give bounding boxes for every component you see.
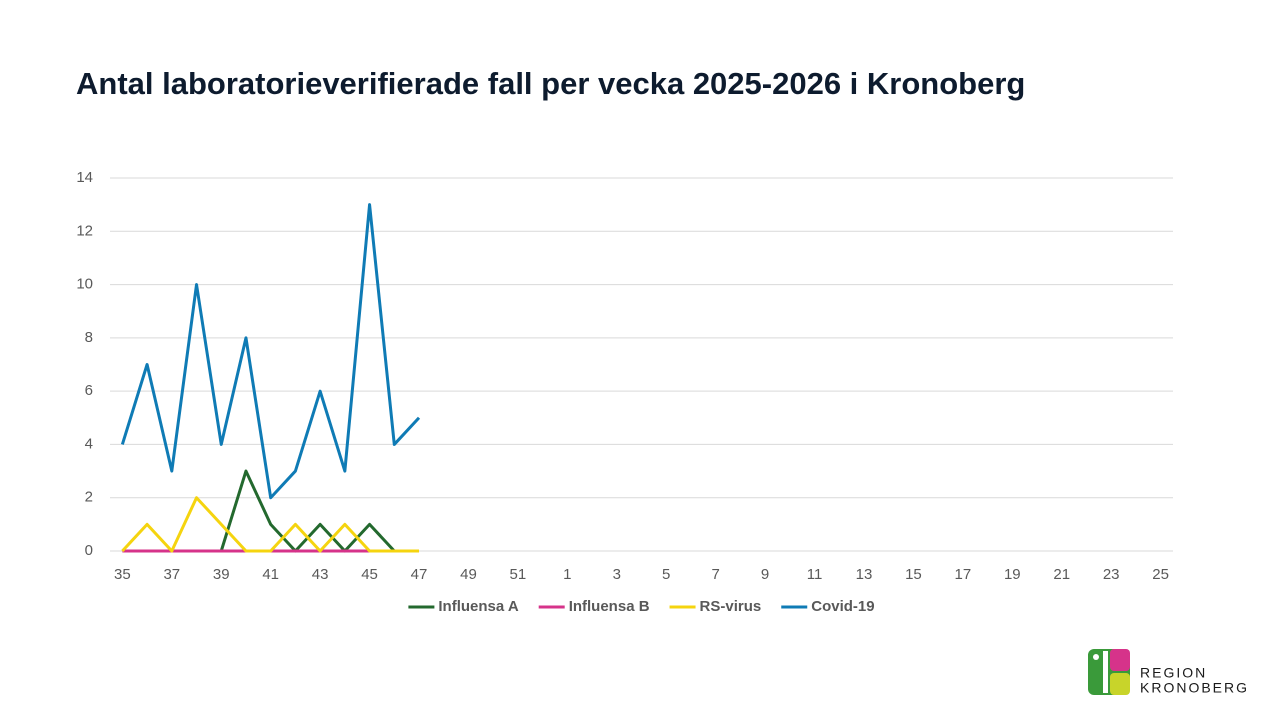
x-tick-label: 35 [114,566,131,583]
logo-text: KRONOBERG [1140,680,1249,696]
legend-label: Influensa A [438,598,518,615]
x-tick-label: 5 [662,566,670,583]
logo-mark [1103,651,1108,693]
x-tick-label: 41 [262,566,279,583]
y-tick-label: 0 [85,542,93,559]
y-tick-label: 2 [85,489,93,506]
y-tick-label: 14 [76,169,93,186]
x-tick-label: 15 [905,566,922,583]
legend-label: Influensa B [569,598,650,615]
series-line [120,203,421,500]
logo-mark [1110,673,1130,695]
x-tick-label: 47 [411,566,428,583]
x-tick-label: 37 [163,566,180,583]
x-tick-label: 3 [613,566,621,583]
y-tick-label: 4 [85,435,93,452]
logo: REGION KRONOBERG [1088,649,1249,696]
x-tick-label: 49 [460,566,477,583]
x-tick-label: 21 [1053,566,1070,583]
x-tick-label: 9 [761,566,769,583]
logo-text: REGION [1140,665,1207,681]
logo-mark [1110,649,1130,671]
x-tick-label: 17 [955,566,972,583]
y-tick-label: 8 [85,329,93,346]
x-tick-label: 19 [1004,566,1021,583]
legend-label: RS-virus [700,598,762,615]
legend-label: Covid-19 [811,598,874,615]
y-tick-label: 10 [76,276,93,293]
x-tick-label: 43 [312,566,329,583]
series-line [121,496,420,553]
chart-title: Antal laboratorieverifierade fall per ve… [76,66,1025,101]
x-tick-label: 7 [711,566,719,583]
y-tick-label: 12 [76,222,93,239]
x-tick-label: 11 [807,566,823,583]
y-tick-label: 6 [85,382,93,399]
x-tick-label: 13 [856,566,873,583]
logo-mark [1093,654,1099,660]
x-tick-label: 51 [510,566,527,583]
x-tick-label: 45 [361,566,378,583]
x-tick-label: 25 [1152,566,1169,583]
x-tick-label: 39 [213,566,230,583]
x-tick-label: 1 [563,566,571,583]
x-tick-label: 23 [1103,566,1120,583]
